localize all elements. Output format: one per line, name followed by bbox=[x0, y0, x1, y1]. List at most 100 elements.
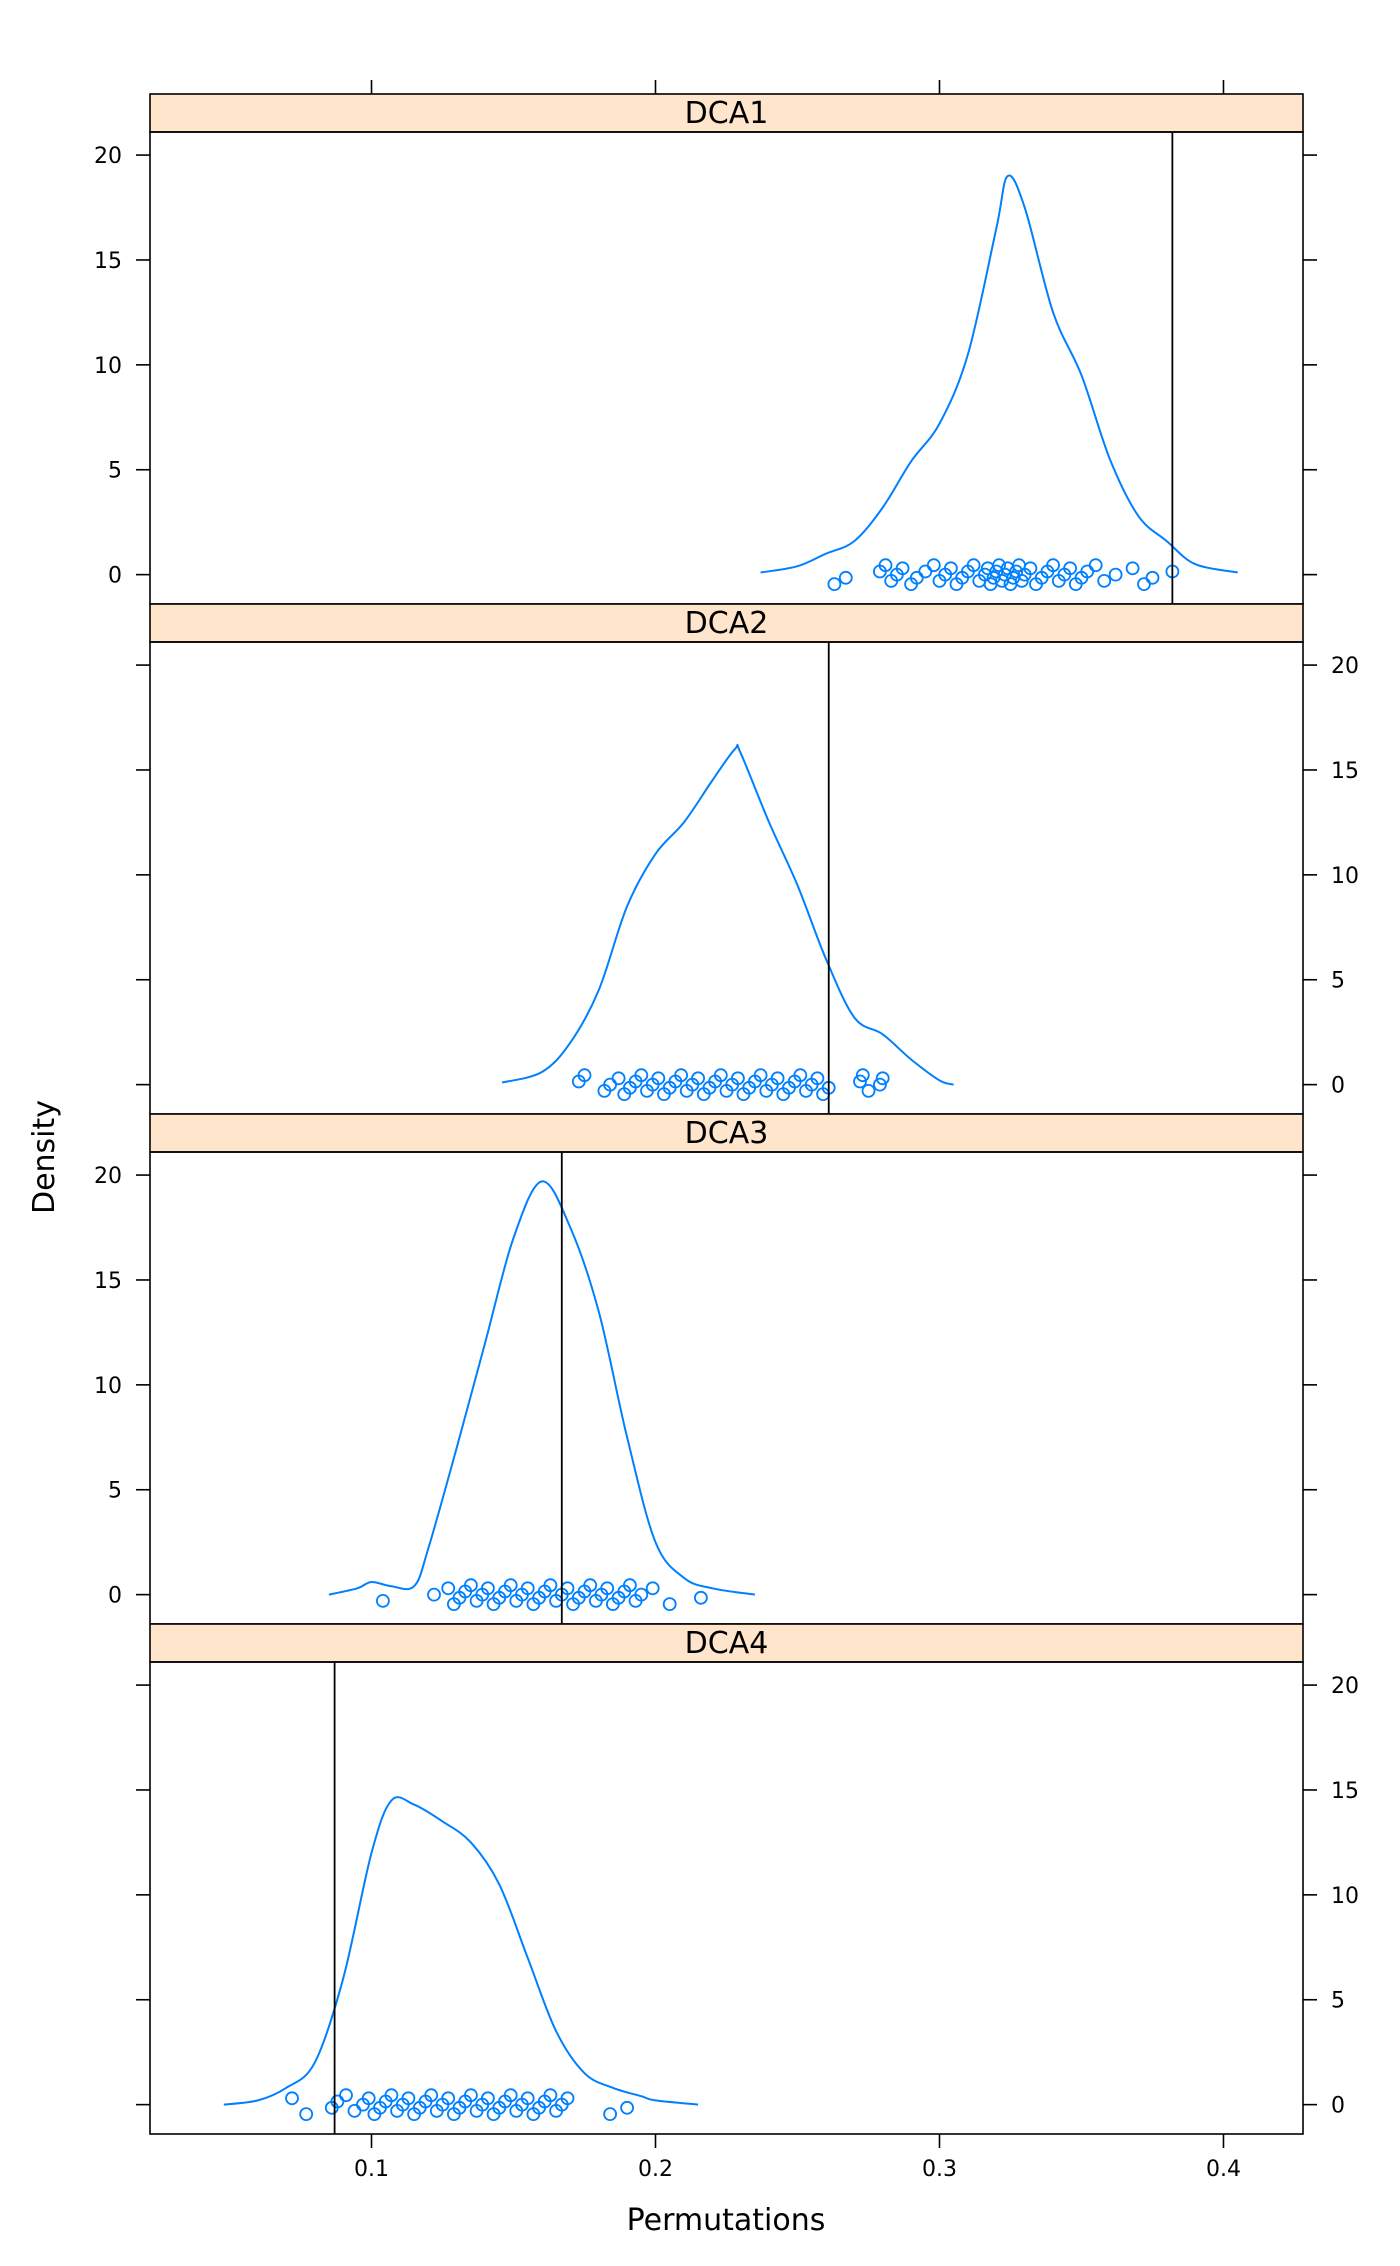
permutation-point bbox=[401, 2091, 416, 2106]
y-tick-label: 0 bbox=[1331, 2094, 1345, 2119]
y-tick-label: 0 bbox=[1331, 1074, 1345, 1099]
permutation-point bbox=[299, 2107, 314, 2122]
permutation-point bbox=[873, 1077, 887, 1092]
permutation-point bbox=[810, 1071, 825, 1086]
permutation-point bbox=[463, 1578, 478, 1593]
x-axis-title: Permutations bbox=[627, 2203, 826, 2238]
permutation-point bbox=[285, 2091, 299, 2106]
permutation-point bbox=[895, 561, 910, 576]
y-axis-title: Density bbox=[27, 1100, 62, 1214]
y-tick-label: 0 bbox=[108, 564, 122, 589]
panel-content bbox=[760, 132, 1238, 604]
permutation-point bbox=[731, 1071, 745, 1086]
panel-strip bbox=[149, 93, 1304, 133]
panel-dca2: DCA2 bbox=[149, 603, 1304, 1115]
permutation-point bbox=[662, 1597, 677, 1611]
y-tick-label: 15 bbox=[94, 249, 122, 274]
permutation-point bbox=[1125, 561, 1140, 576]
permutation-point bbox=[560, 2091, 575, 2106]
permutation-point bbox=[620, 2100, 634, 2115]
permutation-point bbox=[691, 1071, 705, 1086]
permutation-point bbox=[838, 570, 853, 585]
permutation-point bbox=[1023, 561, 1038, 576]
permutation-point bbox=[861, 1084, 876, 1098]
panel-strip bbox=[149, 603, 1304, 643]
permutation-point bbox=[441, 1581, 456, 1596]
x-tick-label: 0.4 bbox=[1206, 2157, 1241, 2182]
permutation-point bbox=[520, 2091, 535, 2106]
permutation-point bbox=[603, 2107, 617, 2122]
y-tick-label: 15 bbox=[94, 1269, 122, 1294]
y-tick-label: 10 bbox=[1331, 864, 1359, 889]
panel-dca4: DCA4 bbox=[149, 1623, 1304, 2135]
permutation-point bbox=[339, 2088, 353, 2103]
y-tick-label: 10 bbox=[94, 1374, 122, 1399]
panel-dca1: DCA1 bbox=[149, 93, 1304, 605]
x-tick-label: 0.3 bbox=[922, 2157, 957, 2182]
y-tick-label: 15 bbox=[1331, 759, 1359, 784]
y-tick-label: 20 bbox=[94, 1164, 122, 1189]
y-tick-label: 5 bbox=[1331, 1989, 1345, 2014]
x-tick-label: 0.1 bbox=[354, 2157, 389, 2182]
y-tick-label: 5 bbox=[108, 1479, 122, 1504]
permutation-point bbox=[611, 1071, 626, 1086]
permutation-point bbox=[503, 2088, 518, 2103]
y-tick-label: 5 bbox=[108, 459, 122, 484]
permutation-point bbox=[1145, 570, 1160, 585]
permutation-point bbox=[926, 558, 941, 573]
density-curve bbox=[223, 1796, 699, 2106]
y-tick-label: 20 bbox=[94, 144, 122, 169]
panel-content bbox=[501, 642, 954, 1114]
permutation-point bbox=[424, 2088, 439, 2103]
permutation-point bbox=[623, 1578, 637, 1593]
permutation-point bbox=[651, 1071, 666, 1086]
permutation-point bbox=[645, 1581, 660, 1596]
permutation-point bbox=[944, 561, 958, 576]
permutation-point bbox=[480, 1581, 495, 1596]
panel-strip-label: DCA3 bbox=[685, 1116, 769, 1151]
permutation-point bbox=[1063, 561, 1077, 576]
panel-strip-label: DCA2 bbox=[685, 606, 769, 641]
permutation-point bbox=[875, 1071, 890, 1086]
permutation-point bbox=[543, 1578, 558, 1593]
permutation-point bbox=[1108, 567, 1123, 582]
panels: DCA1 DCA2 DCA3 DCA4 bbox=[149, 93, 1304, 2135]
y-tick-label: 10 bbox=[94, 354, 122, 379]
permutation-point bbox=[634, 1068, 649, 1083]
permutation-point bbox=[520, 1581, 535, 1596]
y-tick-label: 20 bbox=[1331, 654, 1359, 679]
x-tick-label: 0.2 bbox=[638, 2157, 673, 2182]
panel-strip-label: DCA1 bbox=[685, 96, 769, 131]
permutation-point bbox=[827, 577, 842, 591]
permutation-point bbox=[577, 1068, 592, 1083]
density-curve bbox=[501, 743, 954, 1086]
permutation-point bbox=[361, 2091, 376, 2106]
permutation-point bbox=[753, 1068, 768, 1083]
permutation-point bbox=[713, 1068, 728, 1083]
panel-frame bbox=[149, 1661, 1304, 2135]
permutation-point bbox=[1088, 558, 1103, 573]
y-tick-label: 0 bbox=[108, 1584, 122, 1609]
panel-content bbox=[223, 1662, 699, 2134]
permutation-point bbox=[384, 2088, 399, 2103]
permutation-point bbox=[1014, 574, 1029, 588]
permutation-point bbox=[600, 1581, 615, 1596]
density-curve bbox=[328, 1180, 756, 1596]
permutation-point bbox=[878, 558, 893, 573]
y-tick-label: 5 bbox=[1331, 969, 1345, 994]
permutation-point bbox=[427, 1587, 441, 1602]
permutation-point bbox=[966, 558, 981, 573]
y-tick-label: 10 bbox=[1331, 1884, 1359, 1909]
permutation-point bbox=[855, 1068, 870, 1083]
permutation-point bbox=[463, 2088, 478, 2103]
permutation-point bbox=[634, 1587, 649, 1602]
panel-content bbox=[328, 1152, 756, 1624]
permutation-point bbox=[1046, 558, 1060, 573]
permutation-point bbox=[853, 1074, 867, 1089]
permutation-point bbox=[375, 1594, 390, 1608]
panel-dca3: DCA3 bbox=[149, 1113, 1304, 1625]
panel-strip bbox=[149, 1113, 1304, 1153]
permutation-point bbox=[503, 1578, 518, 1593]
permutation-point bbox=[793, 1068, 808, 1083]
